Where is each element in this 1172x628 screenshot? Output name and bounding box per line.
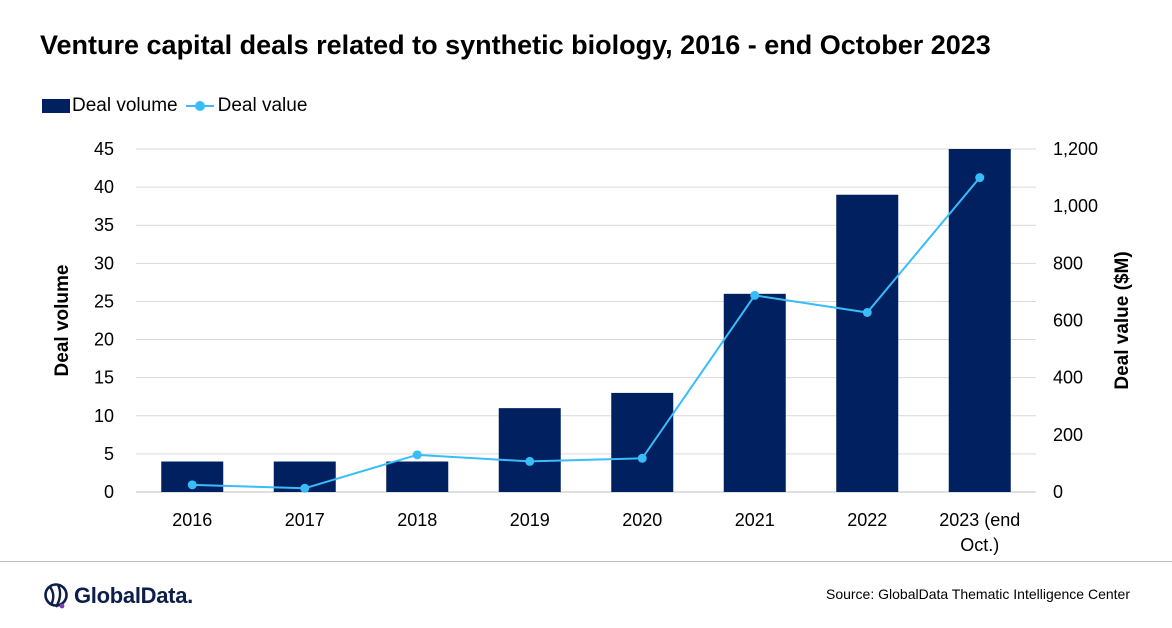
bar-deal-volume [723,293,786,492]
point-deal-value [187,480,197,490]
legend-line-marker [185,99,214,113]
logo-text: GlobalData. [74,583,193,608]
y-tick-label: 5 [104,444,114,464]
legend-label-deal-volume: Deal volume [72,95,178,116]
y2-tick-label: 0 [1053,482,1063,502]
y-axis-title: Deal volume [52,265,73,377]
point-deal-value [412,450,422,460]
y-tick-label: 15 [94,368,114,388]
chart-title: Venture capital deals related to synthet… [40,30,991,60]
source-note: Source: GlobalData Thematic Intelligence… [825,586,1130,602]
bar-deal-volume [498,408,561,492]
point-deal-value [525,456,535,466]
x-tick-label: 2020 [622,510,662,530]
globaldata-logo-icon [44,583,68,609]
x-tick-label: 2022 [847,510,887,530]
y-tick-label: 10 [94,406,114,426]
x-tick-label: 2016 [172,510,212,530]
y-tick-label: 40 [94,177,114,197]
y-tick-label: 45 [94,139,114,159]
y-tick-label: 25 [94,291,114,311]
y2-tick-label: 600 [1053,311,1083,331]
y-tick-label: 0 [104,482,114,502]
x-tick-label: 2018 [397,510,437,530]
y2-tick-label: 200 [1053,425,1083,445]
y-tick-label: 30 [94,253,114,273]
y2-tick-label: 1,000 [1053,196,1098,216]
legend-label-deal-value: Deal value [217,95,308,116]
point-deal-value [637,453,647,463]
y2-tick-label: 400 [1053,368,1083,388]
legend-item-deal-volume: Deal volume [42,95,178,117]
point-deal-value [862,307,872,317]
legend-bar-swatch [42,99,70,113]
line-deal-value [192,176,981,490]
point-deal-value [300,483,310,493]
y2-tick-label: 800 [1053,253,1083,273]
bar-deal-volume [948,149,1011,492]
y2-tick-label: 1,200 [1053,139,1098,159]
point-deal-value [975,173,985,183]
x-tick-label: 2021 [735,510,775,530]
x-tick-label: 2023 (end [939,510,1020,530]
bar-deal-volume [386,461,449,492]
y-tick-label: 35 [94,215,114,235]
y2-axis-title: Deal value ($M) [1112,251,1133,389]
bar-deal-volume [836,194,899,492]
legend: Deal volume Deal value [42,95,315,117]
bar-deal-volume [611,392,674,492]
legend-item-deal-value: Deal value [185,95,308,117]
x-tick-label: 2017 [285,510,325,530]
footer-divider [0,561,1172,562]
point-deal-value [750,290,760,300]
chart-plot: 0 5 10 15 20 25 30 35 40 45 0 200 400 600 800 1,000 1,20… [52,139,1133,555]
y-tick-label: 20 [94,330,114,350]
x-tick-label: Oct.) [960,535,999,555]
x-tick-label: 2019 [510,510,550,530]
globaldata-logo: GlobalData. [42,581,193,611]
